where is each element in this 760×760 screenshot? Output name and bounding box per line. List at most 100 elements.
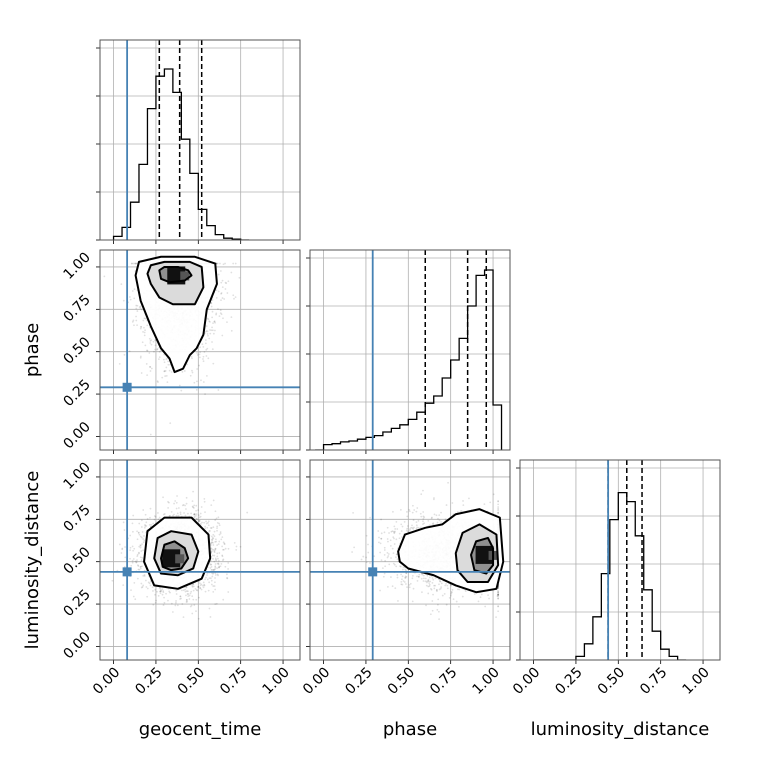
sample-point: [212, 590, 215, 593]
sample-point: [184, 588, 187, 591]
sample-point: [185, 502, 188, 505]
sample-point: [191, 583, 194, 586]
sample-point: [219, 532, 222, 535]
sample-point: [140, 526, 143, 528]
sample-point: [205, 522, 208, 525]
sample-point: [199, 582, 201, 585]
sample-point: [142, 584, 145, 587]
sample-point: [189, 374, 192, 377]
sample-point: [204, 342, 207, 345]
sample-point: [170, 371, 173, 373]
sample-point: [214, 541, 217, 543]
sample-point: [214, 557, 217, 560]
sample-point: [157, 594, 160, 597]
sample-point: [213, 535, 216, 538]
sample-point: [193, 515, 196, 518]
sample-point: [197, 586, 200, 589]
sample-point: [186, 363, 189, 366]
sample-point: [136, 538, 139, 541]
sample-point: [216, 552, 219, 555]
sample-point: [120, 552, 123, 554]
sample-point: [227, 562, 230, 564]
sample-point: [163, 370, 166, 373]
sample-point: [172, 514, 174, 517]
sample-point: [210, 504, 213, 506]
sample-point: [225, 282, 228, 285]
sample-point: [218, 533, 221, 536]
sample-point: [218, 552, 221, 554]
sample-point: [211, 575, 214, 578]
sample-point: [217, 308, 219, 310]
sample-point: [202, 381, 205, 383]
sample-point: [212, 557, 214, 560]
sample-point: [214, 565, 217, 568]
sample-point: [136, 324, 138, 326]
sample-point: [224, 262, 226, 265]
sample-point: [146, 349, 148, 352]
sample-point: [142, 538, 145, 540]
sample-point: [218, 565, 221, 568]
sample-point: [199, 346, 201, 349]
sample-point: [196, 352, 198, 354]
contour-line-2: [134, 255, 218, 374]
sample-point: [210, 550, 213, 552]
sample-point: [137, 568, 140, 571]
sample-point: [191, 500, 194, 503]
sample-point: [149, 507, 152, 510]
sample-point: [192, 507, 195, 509]
sample-point: [166, 381, 169, 384]
sample-point: [169, 422, 172, 425]
sample-point: [207, 520, 210, 523]
sample-point: [211, 539, 214, 542]
sample-point: [209, 544, 212, 547]
sample-point: [199, 587, 202, 590]
sample-point: [196, 380, 198, 383]
sample-point: [167, 363, 170, 366]
sample-point: [129, 549, 132, 552]
sample-point: [192, 589, 195, 592]
sample-point: [185, 594, 187, 597]
sample-point: [210, 329, 213, 332]
sample-point: [152, 522, 155, 525]
sample-point: [219, 270, 222, 272]
sample-point: [152, 590, 154, 592]
sample-point: [195, 388, 198, 391]
sample-point: [212, 362, 215, 365]
sample-point: [203, 584, 206, 587]
sample-point: [143, 317, 146, 320]
sample-point: [133, 288, 136, 291]
sample-point: [214, 538, 217, 541]
panel-hist-phase: [306, 249, 511, 454]
sample-point: [148, 337, 151, 340]
sample-point: [176, 495, 178, 497]
sample-point: [210, 547, 213, 550]
sample-point: [144, 525, 147, 527]
sample-point: [209, 332, 212, 335]
sample-point: [134, 262, 136, 265]
sample-point: [150, 524, 153, 526]
sample-point: [131, 290, 134, 292]
sample-point: [177, 507, 180, 509]
sample-point: [184, 504, 186, 507]
sample-point: [227, 547, 230, 550]
sample-point: [215, 262, 218, 265]
sample-point: [234, 262, 237, 265]
sample-point: [146, 349, 149, 352]
sample-point: [199, 512, 202, 515]
sample-point: [221, 559, 224, 562]
sample-point: [198, 516, 201, 519]
sample-point: [213, 560, 216, 563]
sample-point: [123, 529, 126, 531]
sample-point: [141, 543, 143, 546]
contour-line-0: [158, 265, 193, 284]
sample-point: [221, 554, 224, 557]
sample-point: [208, 530, 211, 532]
sample-point: [191, 595, 194, 598]
sample-point: [197, 518, 199, 521]
sample-point: [212, 572, 214, 575]
sample-point: [139, 307, 142, 310]
sample-point: [149, 370, 152, 372]
sample-point: [154, 344, 157, 347]
sample-point: [144, 579, 147, 582]
sample-point: [161, 588, 164, 591]
